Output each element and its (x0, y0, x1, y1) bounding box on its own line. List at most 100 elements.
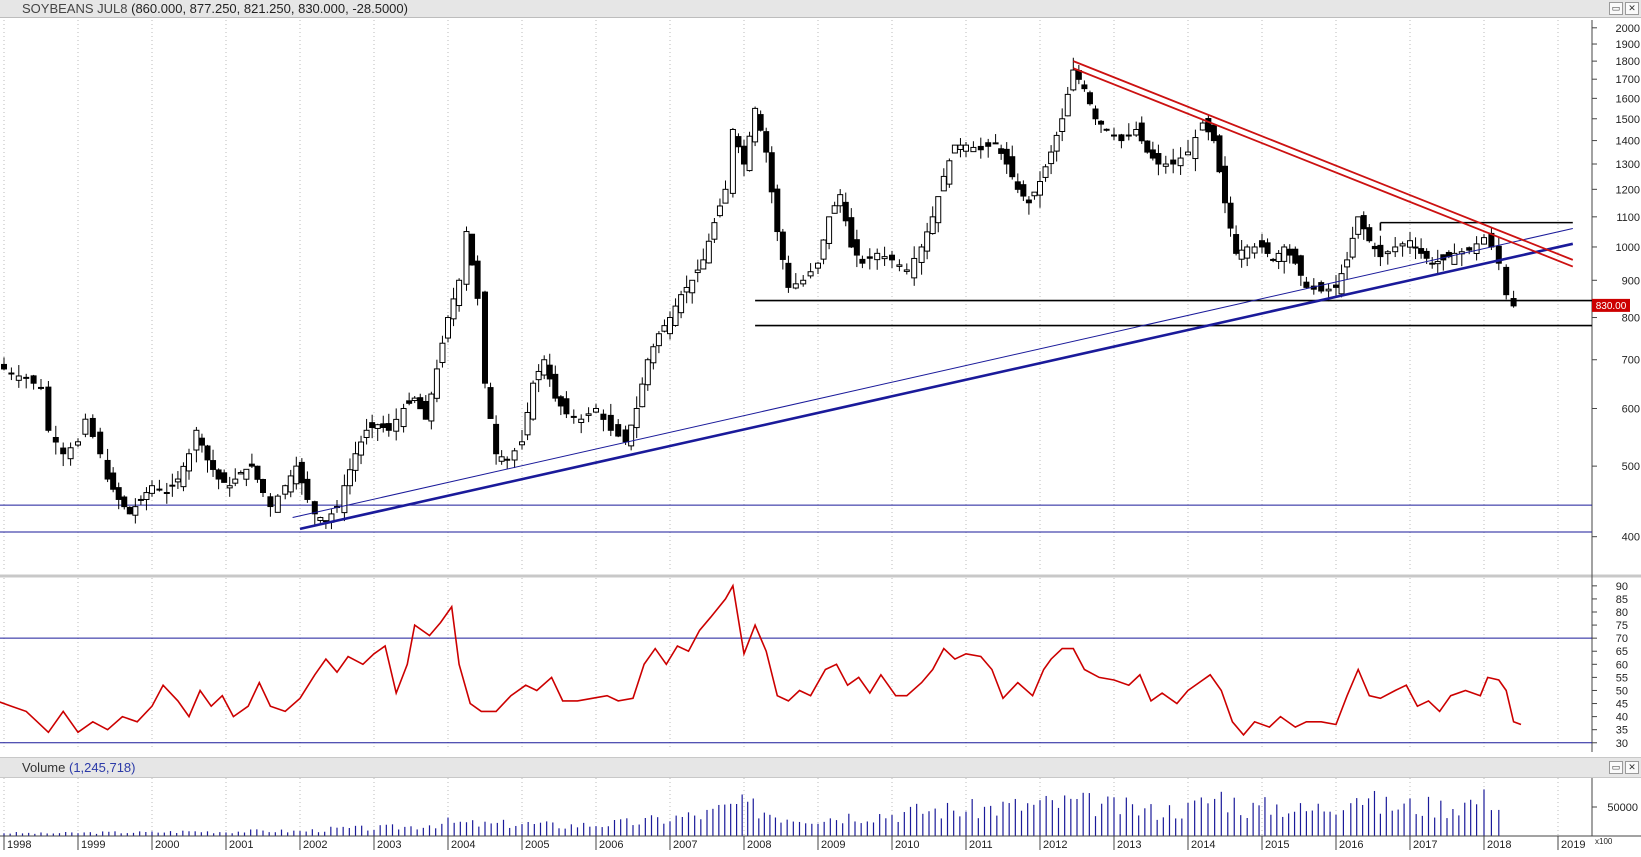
rsi-tick-label: 90 (1616, 581, 1628, 593)
candle-body (406, 400, 413, 404)
candle-body (752, 107, 759, 143)
ohlc-values: (860.000, 877.250, 821.250, 830.000, -28… (131, 1, 408, 16)
candle-body (1407, 240, 1413, 248)
candle-body (1125, 134, 1132, 137)
restore-icon[interactable]: ▭ (1609, 2, 1623, 15)
candle-body (469, 233, 476, 266)
support-trendline (299, 242, 1574, 531)
candle-body (1412, 246, 1419, 249)
candle-body (963, 144, 969, 152)
candle-body (322, 520, 329, 523)
candle-body (463, 231, 470, 285)
candle-body (1014, 181, 1021, 190)
candle-body (535, 370, 542, 381)
rsi-tick-label: 70 (1616, 633, 1628, 645)
candle-body (1210, 124, 1217, 142)
x-tick-label: 2006 (599, 839, 623, 851)
candle-body (1259, 240, 1265, 248)
candle-body (156, 488, 163, 491)
candle-body (842, 201, 849, 222)
candle-body (1473, 243, 1480, 254)
candle-body (546, 364, 553, 380)
candle-body (711, 222, 718, 240)
candle-body (1185, 151, 1191, 156)
candle-body (422, 400, 429, 420)
price-tick-label: 700 (1622, 355, 1640, 367)
price-tick-label: 1900 (1616, 39, 1640, 51)
candle-body (985, 142, 992, 147)
candle-body (243, 468, 250, 480)
x-tick-label: 1998 (7, 839, 31, 851)
rsi-tick-label: 55 (1616, 672, 1628, 684)
candle-body (352, 453, 359, 471)
volume-unit-badge: x100 (1595, 837, 1613, 846)
candle-body (400, 407, 407, 428)
price-tick-label: 800 (1622, 313, 1640, 325)
candle-body (1451, 252, 1458, 265)
candle-body (1192, 137, 1199, 160)
candle-body (1222, 165, 1228, 204)
candle-body (385, 423, 392, 431)
candle-body (519, 441, 525, 446)
candle-body (210, 460, 217, 470)
chart-title-bar: SOYBEANS JUL8 (860.000, 877.250, 821.250… (0, 0, 1641, 18)
candle-body (998, 148, 1005, 154)
candle-body (493, 423, 500, 455)
candle-body (940, 175, 947, 192)
candle-body (1371, 245, 1378, 250)
candle-body (672, 305, 679, 326)
candle-body (1138, 122, 1145, 142)
candle-body (1318, 282, 1325, 292)
candle-body (1009, 156, 1016, 178)
candle-body (287, 475, 294, 493)
volume-close-icon[interactable]: ✕ (1625, 761, 1639, 774)
candle-body (1025, 199, 1032, 204)
rsi-tick-label: 65 (1616, 646, 1628, 658)
x-tick-label: 2007 (673, 839, 697, 851)
candle-body (563, 398, 570, 415)
price-tick-label: 1000 (1616, 242, 1640, 254)
candle-body (716, 205, 723, 217)
candle-body (820, 239, 827, 260)
price-tag-bg (1592, 298, 1630, 312)
candle-body (729, 128, 736, 194)
candle-body (293, 465, 300, 485)
candle-body (1270, 258, 1277, 261)
x-tick-label: 2015 (1265, 839, 1289, 851)
candle-body (169, 484, 176, 487)
resistance-trendline (1072, 67, 1574, 268)
rsi-tick-label: 50 (1616, 685, 1628, 697)
candle-body (30, 375, 37, 384)
candle-body (1238, 249, 1245, 260)
candle-body (557, 396, 564, 407)
candle-body (1344, 259, 1351, 268)
candle-body (428, 393, 435, 422)
candle-body (511, 450, 518, 461)
support-trendline (292, 228, 1573, 519)
candle-body (741, 145, 747, 165)
candle-body (232, 478, 239, 484)
candle-body (911, 257, 918, 279)
candle-body (792, 283, 799, 289)
x-tick-label: 2018 (1487, 839, 1511, 851)
candle-body (929, 216, 936, 235)
candle-body (1149, 149, 1156, 159)
candle-body (837, 194, 844, 207)
candle-body (722, 188, 729, 204)
candle-body (807, 271, 814, 277)
candle-body (694, 269, 701, 274)
candle-body (186, 453, 192, 472)
x-tick-label: 2002 (303, 839, 327, 851)
candle-body (1103, 128, 1110, 131)
candle-body (541, 359, 548, 376)
candle-body (1155, 153, 1162, 165)
volume-title: Volume (22, 760, 66, 775)
candle-body (346, 469, 353, 487)
volume-restore-icon[interactable]: ▭ (1609, 761, 1623, 774)
candle-body (1275, 252, 1282, 262)
close-icon[interactable]: ✕ (1625, 2, 1639, 15)
candle-body (585, 413, 592, 416)
candle-body (705, 240, 712, 264)
candle-body (763, 131, 770, 153)
candle-body (746, 135, 753, 172)
